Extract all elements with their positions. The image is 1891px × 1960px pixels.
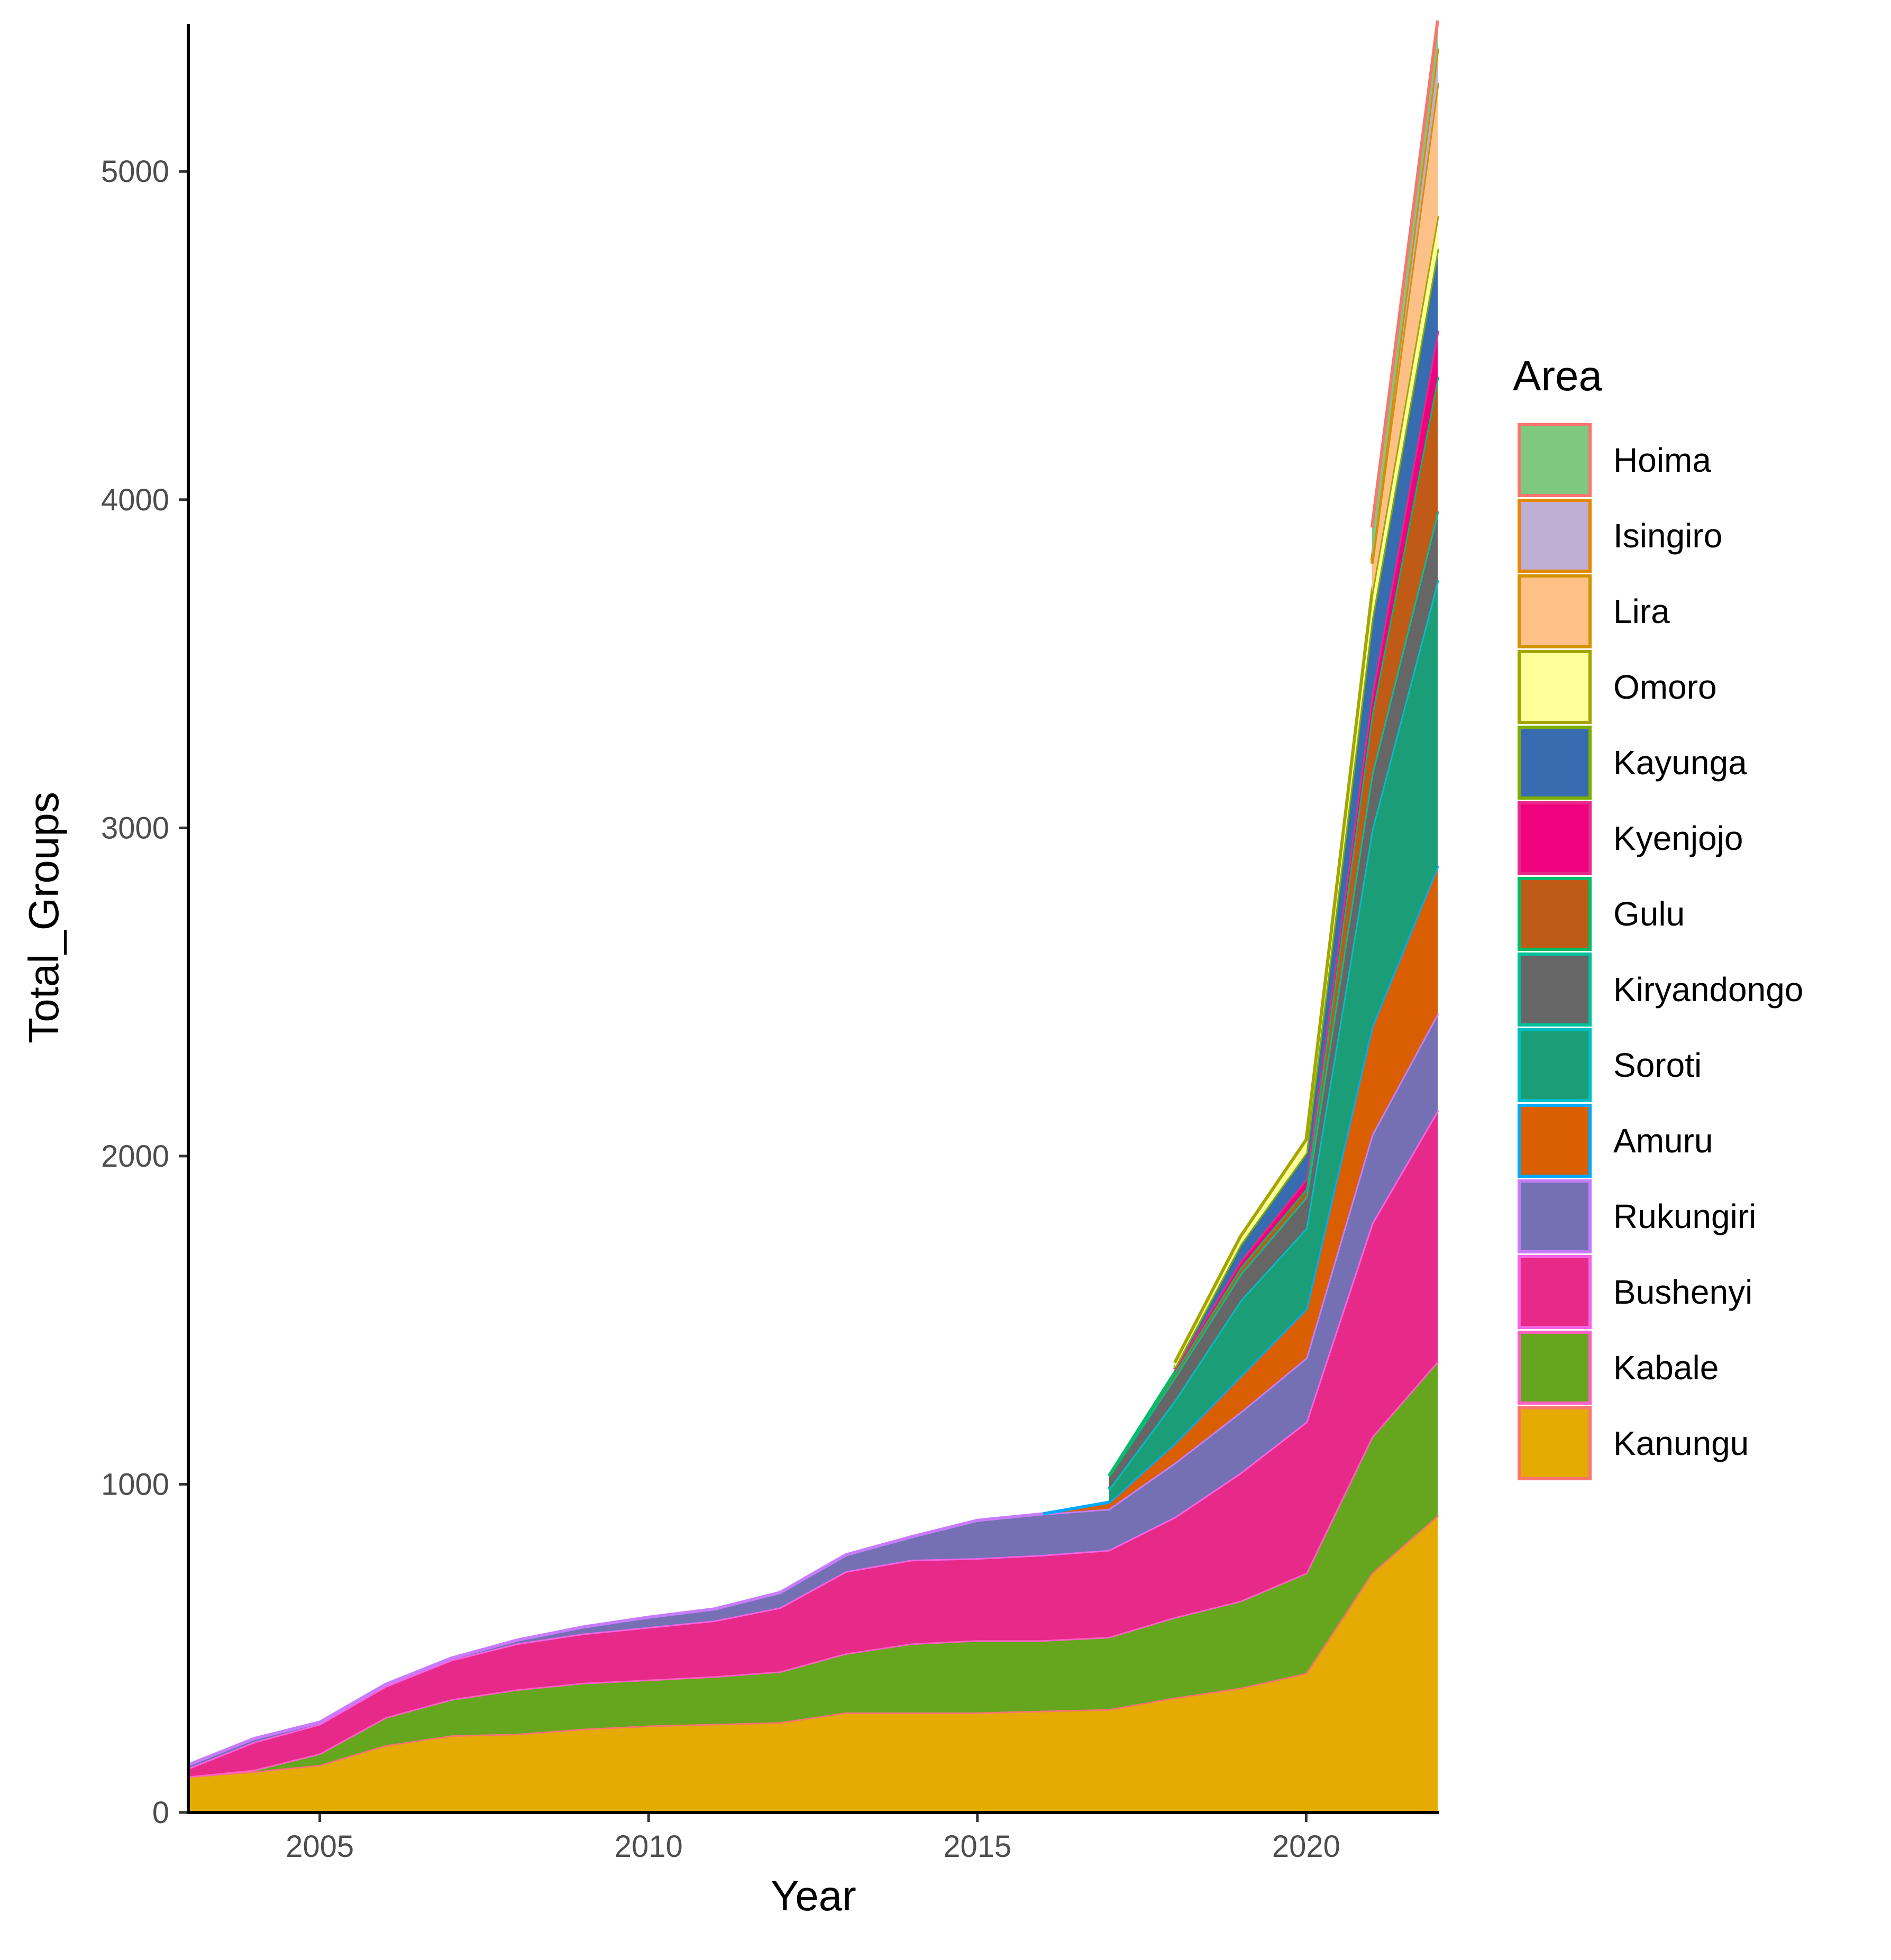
- legend-key-rukungiri: [1518, 1179, 1592, 1253]
- legend-key-amuru: [1518, 1104, 1592, 1178]
- legend-label-kayunga: Kayunga: [1613, 744, 1747, 782]
- y-tick-label: 4000: [101, 483, 169, 517]
- y-tick-label: 1000: [101, 1467, 169, 1501]
- legend-label-kabale: Kabale: [1613, 1349, 1719, 1387]
- legend-key-bushenyi: [1518, 1255, 1592, 1329]
- y-tick-label: 2000: [101, 1139, 169, 1174]
- legend-key-soroti: [1518, 1028, 1592, 1102]
- area-outline-hoima: [1370, 20, 1439, 528]
- legend-label-bushenyi: Bushenyi: [1613, 1273, 1752, 1311]
- legend-label-amuru: Amuru: [1613, 1122, 1713, 1160]
- legend-key-omoro: [1518, 650, 1592, 724]
- legend-key-kyenjojo: [1518, 801, 1592, 875]
- legend-label-soroti: Soroti: [1613, 1046, 1702, 1084]
- legend-label-kiryandongo: Kiryandongo: [1613, 970, 1803, 1009]
- area-kabale: [188, 1361, 1438, 1776]
- area-kanungu: [188, 1515, 1438, 1812]
- legend-label-omoro: Omoro: [1613, 668, 1717, 706]
- y-tick-label: 5000: [101, 154, 169, 189]
- area-soroti: [1109, 580, 1438, 1503]
- x-tick-label: 2015: [943, 1829, 1011, 1864]
- tick-group: 2005 2010 2015 2020 0 1000 2000 3000 4000 5000: [101, 154, 1340, 1864]
- area-bushenyi: [188, 1110, 1438, 1776]
- legend-key-kiryandongo: [1518, 952, 1592, 1027]
- legend-key-gulu: [1518, 877, 1592, 951]
- area-amuru: [1043, 865, 1438, 1514]
- legend-key-isingiro: [1518, 499, 1592, 573]
- legend-label-kyenjojo: Kyenjojo: [1613, 819, 1743, 857]
- area-series-group: [187, 20, 1439, 1812]
- area-outline-rukungiri: [187, 1012, 1439, 1766]
- legend-key-kayunga: [1518, 726, 1592, 800]
- y-tick-label: 3000: [101, 811, 169, 845]
- legend-label-rukungiri: Rukungiri: [1613, 1197, 1756, 1235]
- y-tick-label: 0: [152, 1796, 169, 1830]
- x-tick-label: 2010: [615, 1829, 683, 1864]
- legend: Area Hoima Isingiro Lira Omoro Kayunga Kyenjo…: [1513, 352, 1803, 1480]
- legend-label-gulu: Gulu: [1613, 895, 1685, 933]
- legend-key-hoima: [1518, 423, 1592, 497]
- x-axis-title: Year: [771, 1872, 856, 1919]
- legend-label-lira: Lira: [1613, 592, 1670, 630]
- legend-title: Area: [1513, 352, 1602, 399]
- legend-label-kanungu: Kanungu: [1613, 1424, 1749, 1462]
- legend-key-kabale: [1518, 1331, 1592, 1405]
- x-tick-label: 2005: [286, 1829, 354, 1864]
- axes-group: [187, 24, 1439, 1814]
- legend-label-isingiro: Isingiro: [1613, 517, 1722, 555]
- legend-key-lira: [1518, 574, 1592, 648]
- x-tick-label: 2020: [1272, 1829, 1340, 1864]
- y-axis-title: Total_Groups: [20, 792, 67, 1043]
- legend-label-hoima: Hoima: [1613, 441, 1711, 479]
- area-outline-isingiro: [1370, 48, 1439, 561]
- legend-key-kanungu: [1518, 1406, 1592, 1480]
